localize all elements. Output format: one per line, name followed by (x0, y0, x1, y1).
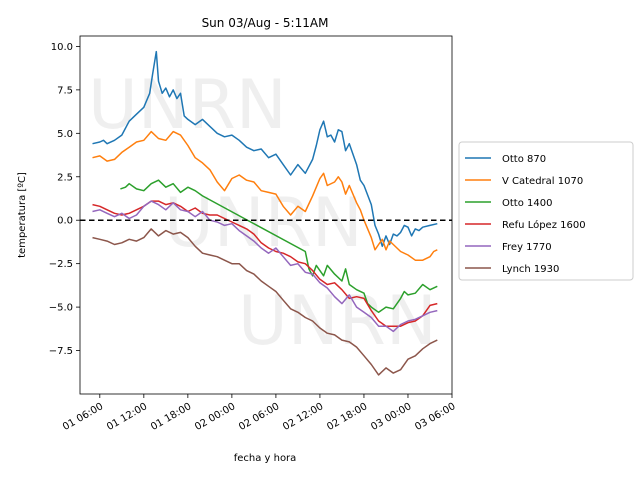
x-tick-label: 01 06:00 (61, 401, 105, 433)
legend-label-0: Otto 870 (502, 154, 546, 165)
y-tick-label: 2.5 (57, 172, 73, 183)
watermark-text: UNRN (238, 282, 437, 361)
y-tick-label: −2.5 (49, 259, 73, 270)
x-axis-label: fecha y hora (234, 453, 297, 464)
y-tick-label: −5.0 (49, 303, 73, 314)
x-tick-label: 02 18:00 (325, 401, 369, 433)
series-line-4 (92, 200, 438, 333)
legend-box (458, 141, 634, 281)
y-tick-label: 5.0 (57, 129, 73, 140)
x-tick-label: 03 00:00 (369, 401, 413, 433)
x-tick-label: 02 06:00 (237, 401, 281, 433)
y-axis-label: temperatura [ºC] (17, 172, 28, 258)
x-tick-label: 03 06:00 (413, 401, 457, 433)
y-axis: 10.0 7.5 5.0 2.5 0.0 −2.5 −5.0 −7.5 (49, 42, 80, 357)
series-line-5 (92, 228, 438, 376)
series-line-2 (120, 179, 438, 314)
series-line-1 (92, 130, 438, 261)
x-tick-label: 02 00:00 (193, 401, 237, 433)
legend-label-3: Refu López 1600 (502, 219, 586, 231)
chart-title: Sun 03/Aug - 5:11AM (202, 16, 329, 30)
y-tick-label: 10.0 (51, 42, 73, 53)
legend-label-2: Otto 1400 (502, 198, 552, 209)
y-tick-label: −7.5 (49, 346, 73, 357)
legend-label-5: Lynch 1930 (502, 264, 559, 275)
plot-frame (79, 35, 453, 395)
x-axis: 01 06:00 01 12:00 01 18:00 02 00:00 02 06:00… (61, 394, 458, 433)
x-tick-label: 01 12:00 (105, 401, 149, 433)
x-tick-label: 02 12:00 (281, 401, 325, 433)
watermark-group: UNRN UNRN UNRN (88, 66, 437, 361)
watermark-text: UNRN (88, 66, 287, 145)
x-tick-label: 01 18:00 (149, 401, 193, 433)
watermark-text: UNRN (164, 184, 363, 263)
y-tick-label: 7.5 (57, 85, 73, 96)
legend-label-1: V Catedral 1070 (502, 176, 583, 187)
legend: Otto 870 V Catedral 1070 Otto 1400 Refu Lóp… (458, 141, 634, 281)
y-tick-label: 0.0 (57, 216, 73, 227)
legend-label-4: Frey 1770 (502, 242, 552, 253)
series-group (92, 50, 438, 376)
